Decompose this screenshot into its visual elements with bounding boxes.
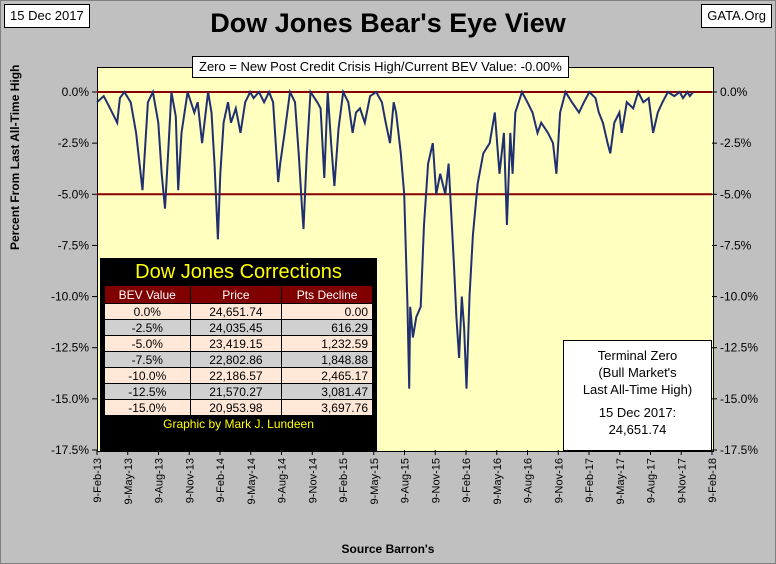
column-header: Pts Decline xyxy=(281,285,373,304)
y-tick-label: -5.0% xyxy=(720,187,752,201)
decline-cell: 3,697.76 xyxy=(281,399,373,416)
decline-cell: 2,465.17 xyxy=(281,367,373,384)
y-tick-label: -2.5% xyxy=(720,136,752,150)
x-tick-label: 9-Aug-16 xyxy=(523,458,535,503)
y-tick-label: -15.0% xyxy=(720,392,758,406)
y-tick-label: -15.0% xyxy=(51,392,89,406)
corrections-title: Dow Jones Corrections xyxy=(135,261,342,283)
x-tick-label: 9-Aug-13 xyxy=(154,458,166,503)
bev-cell: -5.0% xyxy=(104,335,191,352)
y-axis-label: Percent From Last All-Time High xyxy=(8,64,22,250)
x-axis-label: Source Barron's xyxy=(341,542,435,556)
x-axis: 9-Feb-13 9-May-13 9-Aug-13 9-Nov-13 9-Feb-14… xyxy=(92,450,719,504)
x-tick-label: 9-Aug-14 xyxy=(277,458,289,503)
x-tick-label: 9-Feb-18 xyxy=(707,458,719,503)
terminal-line: Terminal Zero xyxy=(597,348,678,363)
graphic-credit: Graphic by Mark J. Lundeen xyxy=(163,417,314,431)
x-tick-label: 9-Feb-14 xyxy=(215,458,227,503)
y-tick-label: 0.0% xyxy=(62,85,90,99)
bev-cell: -12.5% xyxy=(104,383,191,400)
table-row: -2.5% 24,035.45 616.29 xyxy=(104,319,373,336)
source-tag: GATA.Org xyxy=(701,4,772,28)
price-cell: 22,186.57 xyxy=(189,367,283,384)
column-header: Price xyxy=(189,285,283,304)
terminal-zero-box: Terminal Zero (Bull Market's Last All-Ti… xyxy=(563,340,712,451)
reference-lines xyxy=(97,91,712,196)
y-tick-label: -7.5% xyxy=(58,238,90,252)
bev-cell: -2.5% xyxy=(104,319,191,336)
bev-cell: -15.0% xyxy=(104,399,191,416)
decline-cell: 3,081.47 xyxy=(281,383,373,400)
y-tick-label: -17.5% xyxy=(720,443,758,457)
y-axis-left: 0.0% -2.5% -5.0% -7.5% -10.0% -12.5% -15.0% -17… xyxy=(51,85,97,457)
price-cell: 21,570.27 xyxy=(189,383,283,400)
y-tick-label: -10.0% xyxy=(51,290,89,304)
x-tick-label: 9-May-14 xyxy=(246,458,258,504)
table-row: -12.5% 21,570.27 3,081.47 xyxy=(104,383,373,400)
x-tick-label: 9-Feb-17 xyxy=(584,458,596,503)
x-tick-label: 9-May-15 xyxy=(369,458,381,504)
table-row: 0.0% 24,651.74 0.00 xyxy=(104,303,373,320)
x-tick-label: 9-May-13 xyxy=(123,458,135,504)
bev-cell: -10.0% xyxy=(104,367,191,384)
decline-cell: 1,848.88 xyxy=(281,351,373,368)
decline-cell: 616.29 xyxy=(281,319,373,336)
x-tick-label: 9-Nov-15 xyxy=(430,458,442,503)
column-header: BEV Value xyxy=(104,285,191,304)
table-row: -15.0% 20,953.98 3,697.76 xyxy=(104,399,373,416)
price-cell: 23,419.15 xyxy=(189,335,283,352)
y-tick-label: 0.0% xyxy=(720,85,748,99)
table-row: -10.0% 22,186.57 2,465.17 xyxy=(104,367,373,384)
decline-cell: 1,232.59 xyxy=(281,335,373,352)
y-tick-label: -7.5% xyxy=(720,238,752,252)
x-tick-label: 9-Nov-17 xyxy=(676,458,688,503)
corrections-table: Dow Jones Corrections BEV Value Price Pt… xyxy=(100,258,377,452)
table-row: -7.5% 22,802.86 1,848.88 xyxy=(104,351,373,368)
y-tick-label: -2.5% xyxy=(58,136,90,150)
y-tick-label: -5.0% xyxy=(58,187,90,201)
chart-title: Dow Jones Bear's Eye View xyxy=(210,8,566,38)
x-tick-label: 9-Aug-17 xyxy=(646,458,658,503)
price-cell: 22,802.86 xyxy=(189,351,283,368)
y-tick-label: -10.0% xyxy=(720,290,758,304)
terminal-line: (Bull Market's xyxy=(598,365,677,380)
corrections-grid: BEV Value Price Pts Decline 0.0% 24,651.… xyxy=(104,285,373,416)
y-tick-label: -12.5% xyxy=(51,341,89,355)
x-tick-label: 9-Nov-16 xyxy=(553,458,565,503)
price-cell: 24,035.45 xyxy=(189,319,283,336)
price-cell: 20,953.98 xyxy=(189,399,283,416)
x-tick-label: 9-Feb-16 xyxy=(461,458,473,503)
x-tick-label: 9-Feb-15 xyxy=(338,458,350,503)
table-row: -5.0% 23,419.15 1,232.59 xyxy=(104,335,373,352)
decline-cell: 0.00 xyxy=(281,303,373,320)
x-tick-label: 9-May-16 xyxy=(492,458,504,504)
x-tick-label: 9-May-17 xyxy=(615,458,627,504)
x-tick-label: 9-Aug-15 xyxy=(400,458,412,503)
bev-cell: -7.5% xyxy=(104,351,191,368)
y-axis-right: 0.0% -2.5% -5.0% -7.5% -10.0% -12.5% -15.0% -17… xyxy=(712,85,758,457)
terminal-line: 15 Dec 2017: xyxy=(598,405,677,420)
x-tick-label: 9-Nov-14 xyxy=(307,458,319,503)
y-tick-label: -17.5% xyxy=(51,443,89,457)
terminal-line: 24,651.74 xyxy=(608,422,667,437)
date-label: 15 Dec 2017 xyxy=(4,4,90,28)
series-line xyxy=(96,88,694,389)
y-tick-label: -12.5% xyxy=(720,341,758,355)
price-cell: 24,651.74 xyxy=(189,303,283,320)
x-tick-label: 9-Feb-13 xyxy=(92,458,104,503)
terminal-line: Last All-Time High) xyxy=(582,382,693,397)
x-tick-label: 9-Nov-13 xyxy=(184,458,196,503)
bev-cell: 0.0% xyxy=(104,303,191,320)
zero-note: Zero = New Post Credit Crisis High/Curre… xyxy=(192,56,569,78)
